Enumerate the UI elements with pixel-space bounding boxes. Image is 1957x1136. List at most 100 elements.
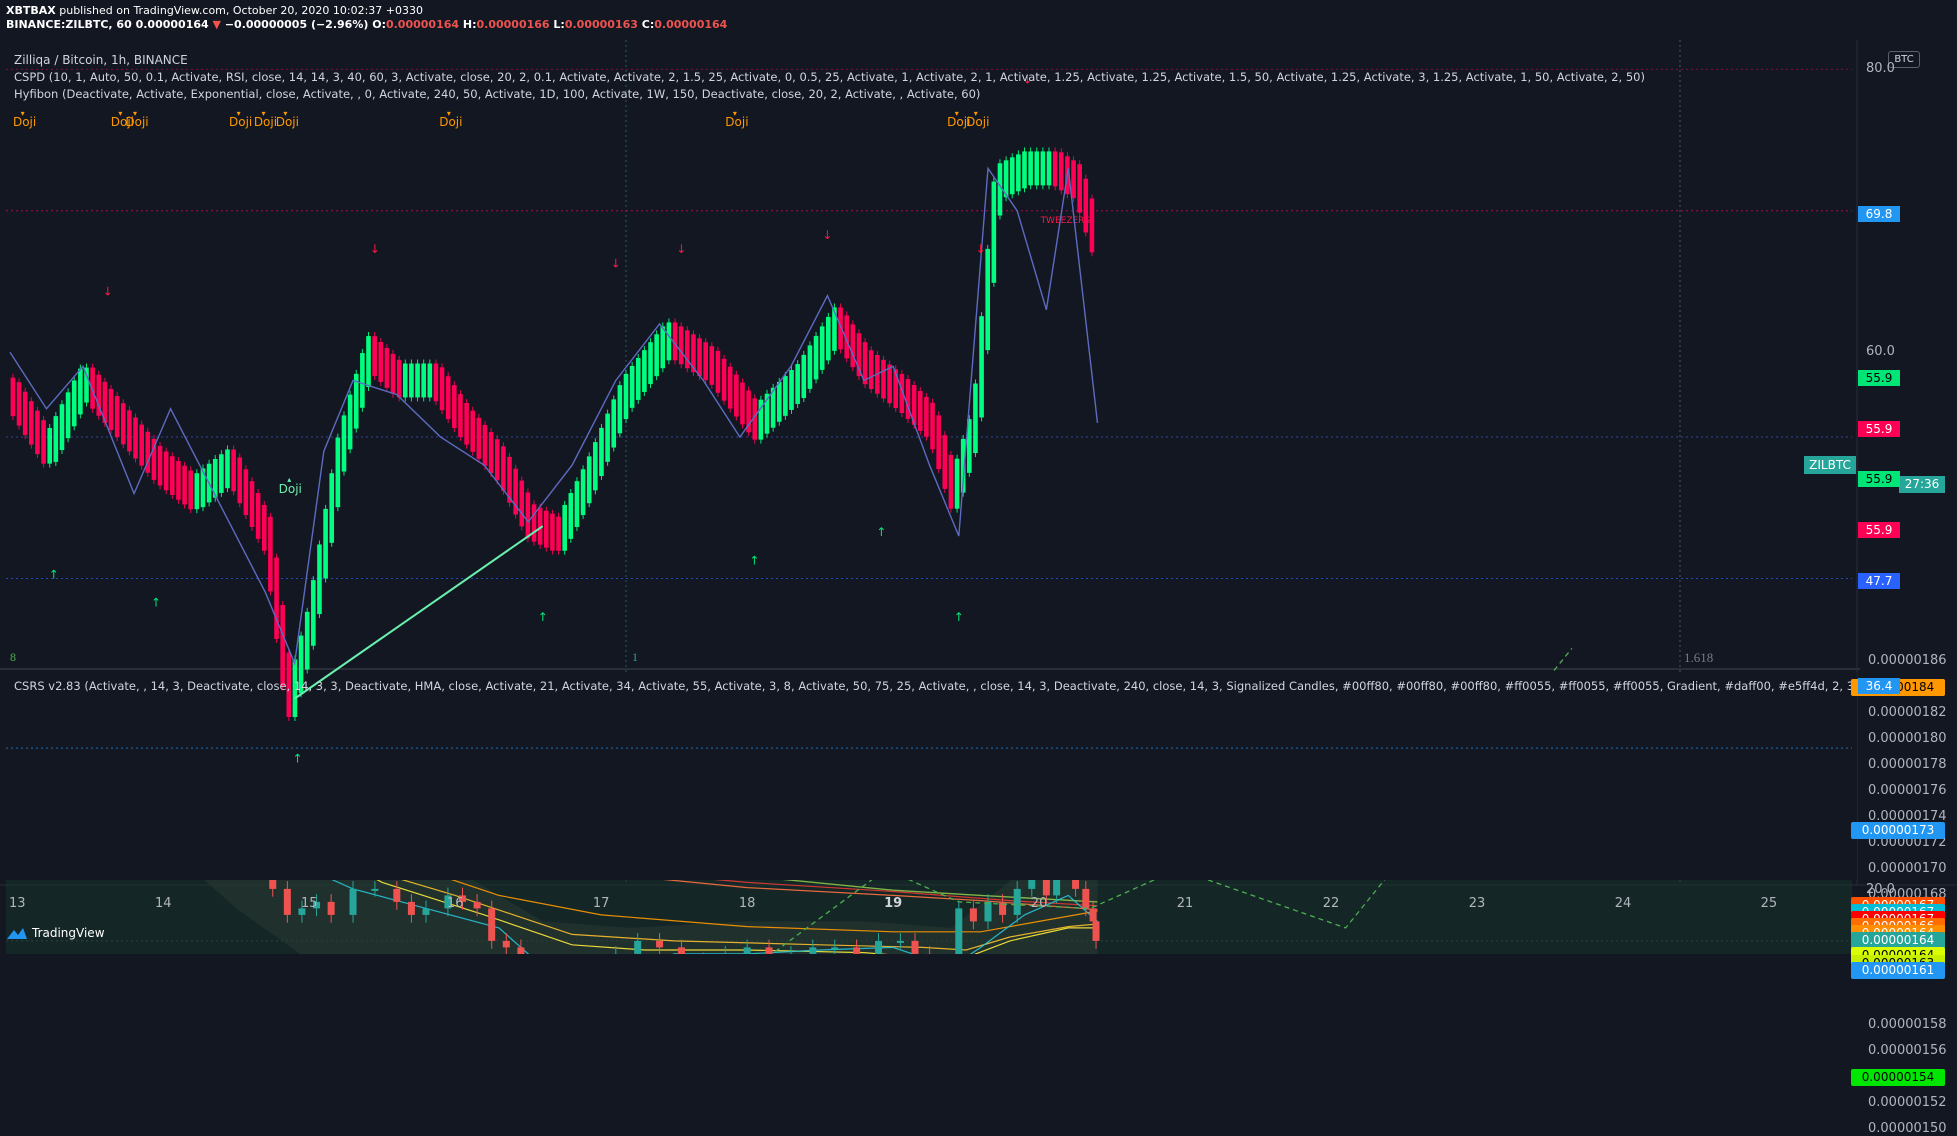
candle <box>488 908 495 941</box>
osc-candle <box>176 461 181 500</box>
osc-candle <box>605 414 610 462</box>
osc-candle <box>195 473 200 509</box>
doji-label: Doji <box>966 115 989 129</box>
buy-arrow-icon: ↑ <box>151 596 161 610</box>
osc-candle <box>446 376 451 419</box>
osc-candle <box>624 374 629 419</box>
osc-candle <box>949 455 954 509</box>
osc-candle <box>740 383 745 425</box>
osc-candle <box>250 481 255 527</box>
candle <box>474 902 481 909</box>
osc-candle <box>440 367 445 410</box>
osc-candle <box>973 383 978 453</box>
osc-candle <box>495 439 500 480</box>
osc-candle <box>697 338 702 376</box>
osc-candle <box>1071 160 1076 198</box>
osc-candle <box>23 392 28 435</box>
time-axis-tick: 25 <box>1761 896 1778 911</box>
candle <box>517 947 524 954</box>
candle <box>1093 921 1100 941</box>
osc-candle <box>887 365 892 404</box>
osc-candle <box>1041 151 1046 185</box>
osc-candle <box>452 385 457 428</box>
price-axis-tick: 0.00000186 <box>1868 653 1947 668</box>
candle <box>656 941 663 948</box>
fib-extension-label: 1.618 <box>1684 650 1713 666</box>
price-axis-tick: 0.00000180 <box>1868 731 1947 746</box>
osc-candle <box>660 326 665 368</box>
osc-candle <box>164 452 169 491</box>
doji-label: Doji <box>13 115 36 129</box>
osc-candle <box>1053 151 1058 186</box>
osc-candle <box>820 326 825 369</box>
price-chart[interactable]: ▾Doji▾Doji▾Doji▾Doji▾Doji▾Doji▾Doji▾Doji… <box>0 0 1957 954</box>
osc-candle <box>936 415 941 469</box>
tradingview-brand[interactable]: TradingView <box>6 926 105 940</box>
osc-candle <box>562 505 567 551</box>
osc-candle <box>1028 151 1033 185</box>
osc-candle <box>274 558 279 639</box>
osc-candle <box>1090 199 1095 253</box>
sell-arrow-icon: ↓ <box>103 285 113 299</box>
candle <box>284 889 291 915</box>
osc-candle <box>955 459 960 509</box>
osc-value-tag: 55.9 <box>1858 522 1900 538</box>
osc-candle <box>489 432 494 473</box>
osc-value-tag: 55.9 <box>1858 471 1900 487</box>
price-axis-tick: 0.00000170 <box>1868 861 1947 876</box>
sell-arrow-icon: ↓ <box>676 242 686 256</box>
osc-candle <box>826 317 831 360</box>
candle <box>350 889 357 915</box>
osc-candle <box>667 322 672 360</box>
time-axis-tick: 15 <box>301 896 318 911</box>
osc-candle <box>35 411 40 454</box>
price-tag: 0.00000161 <box>1851 962 1945 979</box>
osc-candle <box>777 382 782 422</box>
osc-candle <box>115 396 120 437</box>
candle <box>1082 889 1089 909</box>
osc-candle <box>391 354 396 394</box>
csrs-indicator-legend[interactable]: CSRS v2.83 (Activate, , 14, 3, Deactivat… <box>14 679 1859 693</box>
sell-arrow-icon: ↓ <box>370 242 380 256</box>
price-tag: 0.00000173 <box>1851 822 1945 839</box>
osc-candle <box>262 505 267 551</box>
price-axis-tick: 0.00000152 <box>1868 1095 1947 1110</box>
osc-candle <box>231 449 236 491</box>
osc-candle <box>985 249 990 350</box>
time-axis-tick: 13 <box>9 896 26 911</box>
osc-candle <box>72 380 77 426</box>
osc-candle <box>1059 152 1064 190</box>
osc-candle <box>41 420 46 463</box>
osc-candle <box>924 397 929 437</box>
main-pane <box>0 40 1860 668</box>
osc-candle <box>544 511 549 548</box>
osc-candle <box>280 605 285 686</box>
osc-candle <box>630 366 635 408</box>
osc-candle <box>1034 151 1039 185</box>
osc-value-tag: 55.9 <box>1858 421 1900 437</box>
osc-candle <box>869 350 874 389</box>
osc-candle <box>998 163 1003 215</box>
osc-candle <box>942 435 947 489</box>
osc-candle <box>581 469 586 515</box>
time-axis-tick: 16 <box>447 896 464 911</box>
price-axis-tick: 0.00000150 <box>1868 1121 1947 1136</box>
osc-candle <box>305 612 310 670</box>
price-axis-tick: 0.00000176 <box>1868 783 1947 798</box>
osc-candle <box>642 350 647 392</box>
osc-candle <box>728 367 733 409</box>
doji-label: Doji <box>725 115 748 129</box>
candle <box>766 947 773 954</box>
osc-candle <box>569 493 574 539</box>
buy-arrow-icon: ↑ <box>538 610 548 624</box>
osc-candle <box>1084 179 1089 233</box>
osc-candle <box>268 517 273 592</box>
osc-candle <box>409 364 414 398</box>
osc-candle <box>575 481 580 527</box>
osc-candle <box>47 428 52 464</box>
hyfibon-indicator-legend[interactable]: Hyfibon (Deactivate, Activate, Exponenti… <box>14 87 980 101</box>
cspd-indicator-legend[interactable]: CSPD (10, 1, Auto, 50, 0.1, Activate, RS… <box>14 70 1645 84</box>
time-axis-tick: 17 <box>593 896 610 911</box>
chart-title[interactable]: Zilliqa / Bitcoin, 1h, BINANCE <box>14 53 188 67</box>
osc-candle <box>930 403 935 449</box>
